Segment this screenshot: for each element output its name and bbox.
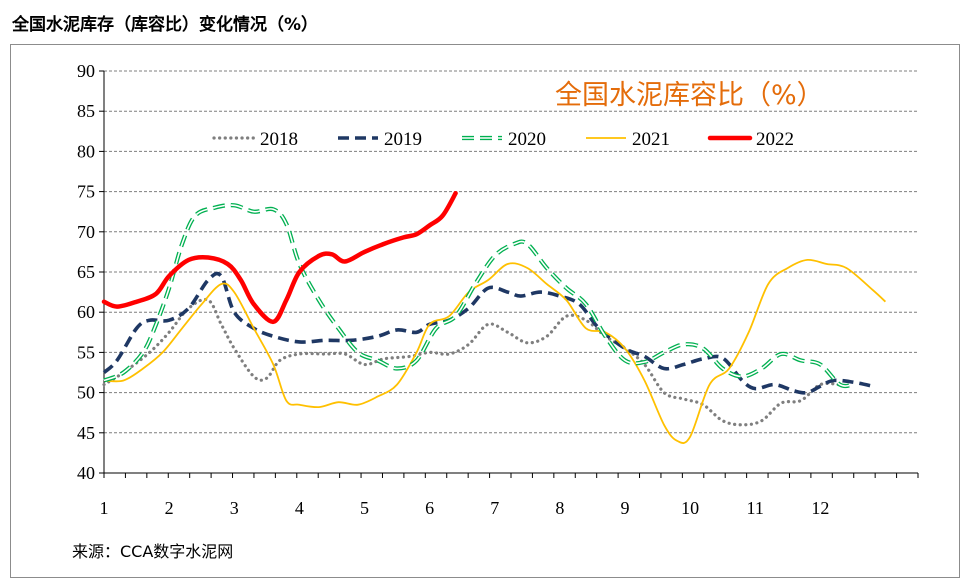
y-tick-label: 80 (77, 141, 95, 161)
chart-title: 全国水泥库容比（%） (555, 80, 824, 111)
y-tick-label: 85 (77, 101, 95, 121)
legend: 2018 2019 2020 2021 2022 (212, 129, 794, 150)
y-tick-label: 50 (77, 383, 95, 403)
series-2022-line (101, 190, 458, 325)
y-tick-label: 55 (77, 342, 95, 362)
x-tick-label: 7 (490, 498, 499, 518)
y-tick-label: 75 (77, 182, 95, 202)
x-tick-label: 6 (425, 498, 434, 518)
legend-label: 2019 (384, 129, 422, 150)
legend-item-2019: 2019 (338, 129, 422, 150)
legend-item-2018: 2018 (212, 129, 298, 150)
series-2019-line (102, 271, 873, 395)
y-tick-label: 45 (77, 423, 95, 443)
y-axis-ticks: 40 45 50 55 60 65 70 75 80 85 90 (77, 61, 104, 483)
page-title: 全国水泥库存（库容比）变化情况（%） (12, 15, 319, 35)
y-tick-label: 40 (77, 463, 95, 483)
x-tick-label: 4 (295, 498, 304, 518)
chart-frame (10, 44, 960, 578)
x-tick-label: 3 (230, 498, 239, 518)
series-2018-line (102, 297, 842, 427)
legend-label: 2020 (508, 129, 546, 150)
source-note: 来源：CCA数字水泥网 (72, 542, 233, 561)
x-tick-label: 8 (555, 498, 564, 518)
gridlines (104, 70, 918, 434)
series-2020-inner (103, 204, 854, 387)
x-tick-label: 12 (811, 498, 829, 518)
x-tick-label: 1 (100, 498, 109, 518)
series-2021-line (103, 258, 887, 444)
y-tick-label: 65 (77, 262, 95, 282)
x-tick-label: 5 (360, 498, 369, 518)
legend-label: 2021 (632, 129, 670, 150)
y-tick-label: 90 (77, 61, 95, 81)
legend-item-2022: 2022 (707, 129, 794, 150)
legend-item-2021: 2021 (586, 129, 670, 150)
x-tick-label: 10 (681, 498, 699, 518)
x-tick-label: 2 (165, 498, 174, 518)
x-tick-label: 9 (620, 498, 629, 518)
x-tick-label: 11 (747, 498, 764, 518)
legend-label: 2022 (756, 129, 794, 150)
x-axis-ticks: 1 2 3 4 5 6 7 8 9 10 11 12 (100, 473, 919, 518)
series-lines (101, 190, 887, 444)
legend-item-2020: 2020 (462, 129, 546, 150)
series-2020-line (103, 203, 854, 389)
y-tick-label: 60 (77, 302, 95, 322)
y-tick-label: 70 (77, 222, 95, 242)
legend-label: 2018 (260, 129, 298, 150)
